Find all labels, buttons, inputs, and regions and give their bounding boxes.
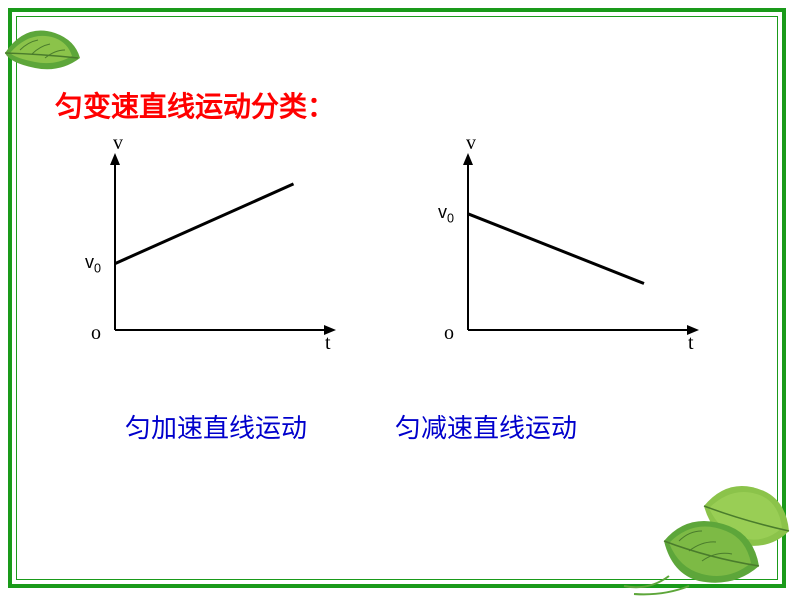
chart-right-v0-label: v0 bbox=[438, 202, 454, 226]
page-title: 匀变速直线运动分类： bbox=[55, 85, 335, 125]
chart-left bbox=[95, 148, 345, 348]
leaf-decoration-bottom-right bbox=[594, 446, 794, 596]
chart-left-caption: 匀加速直线运动 bbox=[125, 408, 307, 445]
chart-right bbox=[448, 148, 708, 348]
chart-left-origin-label: o bbox=[91, 322, 101, 345]
leaf-decoration-top-left bbox=[0, 18, 90, 88]
chart-right-caption: 匀减速直线运动 bbox=[395, 408, 577, 445]
chart-right-x-label: t bbox=[688, 332, 694, 355]
chart-right-origin-label: o bbox=[444, 322, 454, 345]
chart-left-v0-label: v0 bbox=[85, 252, 101, 276]
chart-left-x-label: t bbox=[325, 332, 331, 355]
chart-left-y-label: v bbox=[113, 132, 123, 155]
chart-right-y-label: v bbox=[466, 132, 476, 155]
